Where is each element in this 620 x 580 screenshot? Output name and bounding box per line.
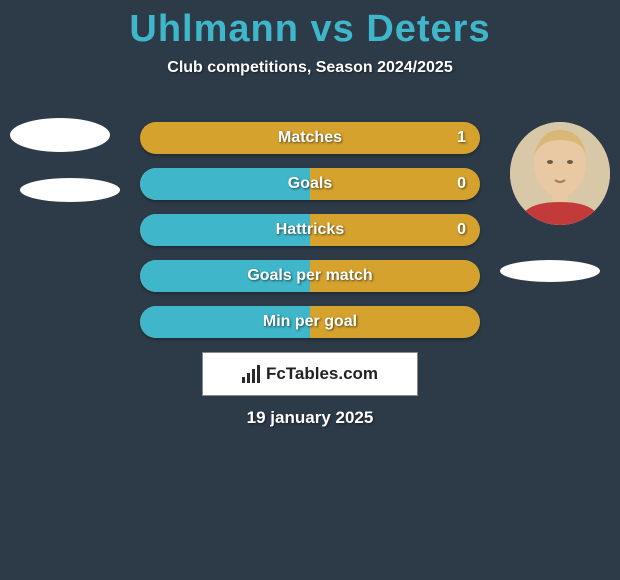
stat-value-right: 1 [457,129,466,147]
stat-row: Matches 1 [140,122,480,154]
stat-label: Goals [288,175,332,193]
stat-row: Goals 0 [140,168,480,200]
stat-row: Goals per match [140,260,480,292]
logo-text: FcTables.com [266,364,378,384]
stat-label: Hattricks [276,221,344,239]
stat-row: Min per goal [140,306,480,338]
comparison-card: Uhlmann vs Deters Club competitions, Sea… [0,0,620,580]
left-player-ellipse-1 [10,118,110,152]
subtitle: Club competitions, Season 2024/2025 [0,59,620,77]
stat-label: Goals per match [247,267,372,285]
stat-value-right: 0 [457,175,466,193]
stat-label: Matches [278,129,342,147]
date-label: 19 january 2025 [0,408,620,428]
left-player-ellipse-2 [20,178,120,202]
stats-block: Matches 1 Goals 0 Hattricks 0 Goals per match M… [140,122,480,352]
stat-value-right: 0 [457,221,466,239]
page-title: Uhlmann vs Deters [0,0,620,51]
stat-row: Hattricks 0 [140,214,480,246]
fctables-logo[interactable]: FcTables.com [202,352,418,396]
avatar-svg [510,122,610,225]
bars-icon [242,365,260,383]
stat-label: Min per goal [263,313,357,331]
right-player-avatar [510,122,610,225]
right-player-ellipse [500,260,600,282]
